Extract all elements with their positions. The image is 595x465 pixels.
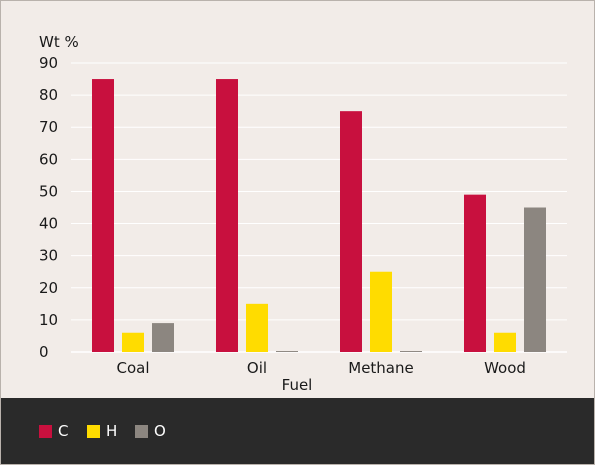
x-tick-label: Oil	[247, 359, 267, 377]
bar-methane-o	[400, 351, 422, 352]
y-tick-label: 90	[39, 54, 58, 72]
legend-swatch	[87, 424, 100, 438]
x-axis-label: Fuel	[282, 376, 313, 394]
y-tick-label: 70	[39, 118, 58, 136]
bar-wood-c	[464, 194, 486, 352]
x-tick-label: Methane	[348, 359, 414, 377]
y-tick-label: 20	[39, 279, 58, 297]
bar-oil-o	[276, 351, 298, 352]
legend-item-h: H	[87, 422, 117, 440]
legend-label: H	[106, 422, 118, 440]
bar-wood-h	[494, 332, 516, 352]
bar-chart: 0 10 20 30 40 50 60 70 80 90 Coal Oil Methane Wood Wt…	[39, 33, 567, 394]
y-tick-label: 50	[39, 182, 58, 200]
legend-swatch	[39, 424, 52, 438]
legend-label: O	[154, 422, 166, 440]
y-axis-label: Wt %	[39, 33, 79, 51]
bar-methane-h	[370, 271, 392, 352]
y-tick-label: 0	[39, 343, 49, 361]
bar-coal-h	[122, 332, 144, 352]
bars-layer	[92, 79, 546, 353]
bar-methane-c	[340, 111, 362, 353]
y-tick-label: 60	[39, 150, 58, 168]
x-tick-label: Coal	[116, 359, 149, 377]
bar-wood-o	[524, 207, 546, 352]
bar-oil-h	[246, 303, 268, 352]
grid-layer	[71, 62, 567, 353]
y-tick-label: 10	[39, 311, 58, 329]
bar-coal-c	[92, 79, 114, 353]
y-tick-label: 30	[39, 247, 58, 265]
bar-oil-c	[216, 79, 238, 353]
legend-label: C	[58, 422, 69, 440]
legend-item-o: O	[135, 422, 166, 440]
legend-item-c: C	[39, 422, 68, 440]
bar-coal-o	[152, 323, 174, 352]
y-tick-label: 40	[39, 215, 58, 233]
legend-swatch	[135, 424, 148, 438]
ticks-layer: 0 10 20 30 40 50 60 70 80 90 Coal Oil Methane Wood	[39, 54, 526, 377]
x-tick-label: Wood	[484, 359, 526, 377]
y-tick-label: 80	[39, 86, 58, 104]
